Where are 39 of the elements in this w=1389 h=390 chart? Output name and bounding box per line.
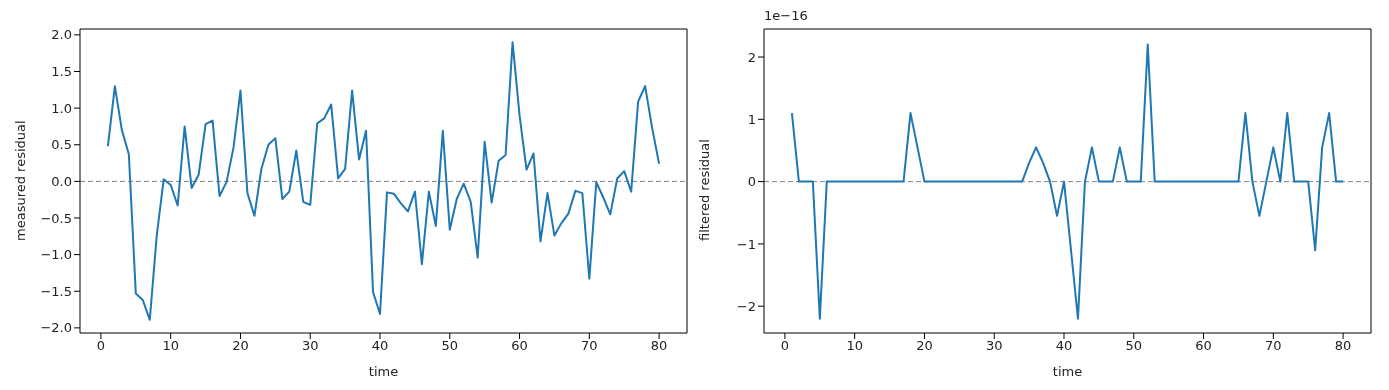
x-tick-label: 80 — [650, 338, 668, 354]
y-tick-label: 0.5 — [51, 137, 72, 153]
x-tick-label: 0 — [780, 338, 790, 354]
x-tick-label: 80 — [1334, 338, 1352, 354]
y-axis-title: measured residual — [12, 120, 28, 241]
y-tick-label: −2 — [736, 298, 756, 314]
x-tick-label: 20 — [232, 338, 249, 354]
x-tick-label: 30 — [985, 338, 1003, 354]
x-axis-title: time — [368, 364, 399, 379]
x-tick-label: 60 — [511, 338, 528, 354]
x-tick-label: 20 — [916, 338, 933, 354]
y-axis-title: filtered residual — [696, 139, 712, 241]
y-tick-label: −2.0 — [40, 320, 72, 336]
y-tick-label: 1.0 — [51, 100, 72, 116]
x-tick-label: 50 — [441, 338, 459, 354]
x-tick-label: 70 — [1265, 338, 1282, 354]
y-tick-label: 0 — [747, 174, 756, 190]
y-tick-label: 1 — [747, 111, 756, 127]
x-axis-title: time — [1052, 364, 1083, 379]
x-tick-label: 30 — [301, 338, 319, 354]
x-tick-label: 0 — [96, 338, 106, 354]
y-tick-label: 2.0 — [51, 27, 72, 43]
text: 1e−16 — [764, 8, 808, 23]
x-tick-label: 10 — [846, 338, 863, 354]
line-series — [106, 41, 661, 321]
x-tick-label: 40 — [1055, 338, 1073, 354]
y-tick-label: 0.0 — [51, 173, 72, 189]
y-tick-label: 2 — [747, 49, 756, 65]
y-tick-label: −1.0 — [40, 247, 72, 263]
x-tick-label: 40 — [371, 338, 389, 354]
y-tick-label: −1 — [736, 236, 756, 252]
y-tick-label: 1.5 — [51, 64, 72, 80]
x-tick-label: 60 — [1195, 338, 1212, 354]
x-tick-label: 70 — [581, 338, 598, 354]
y-tick-label: −1.5 — [40, 283, 72, 299]
y-tick-label: −0.5 — [40, 210, 72, 226]
line-series — [790, 43, 1345, 320]
x-tick-label: 10 — [162, 338, 179, 354]
x-tick-label: 50 — [1125, 338, 1143, 354]
